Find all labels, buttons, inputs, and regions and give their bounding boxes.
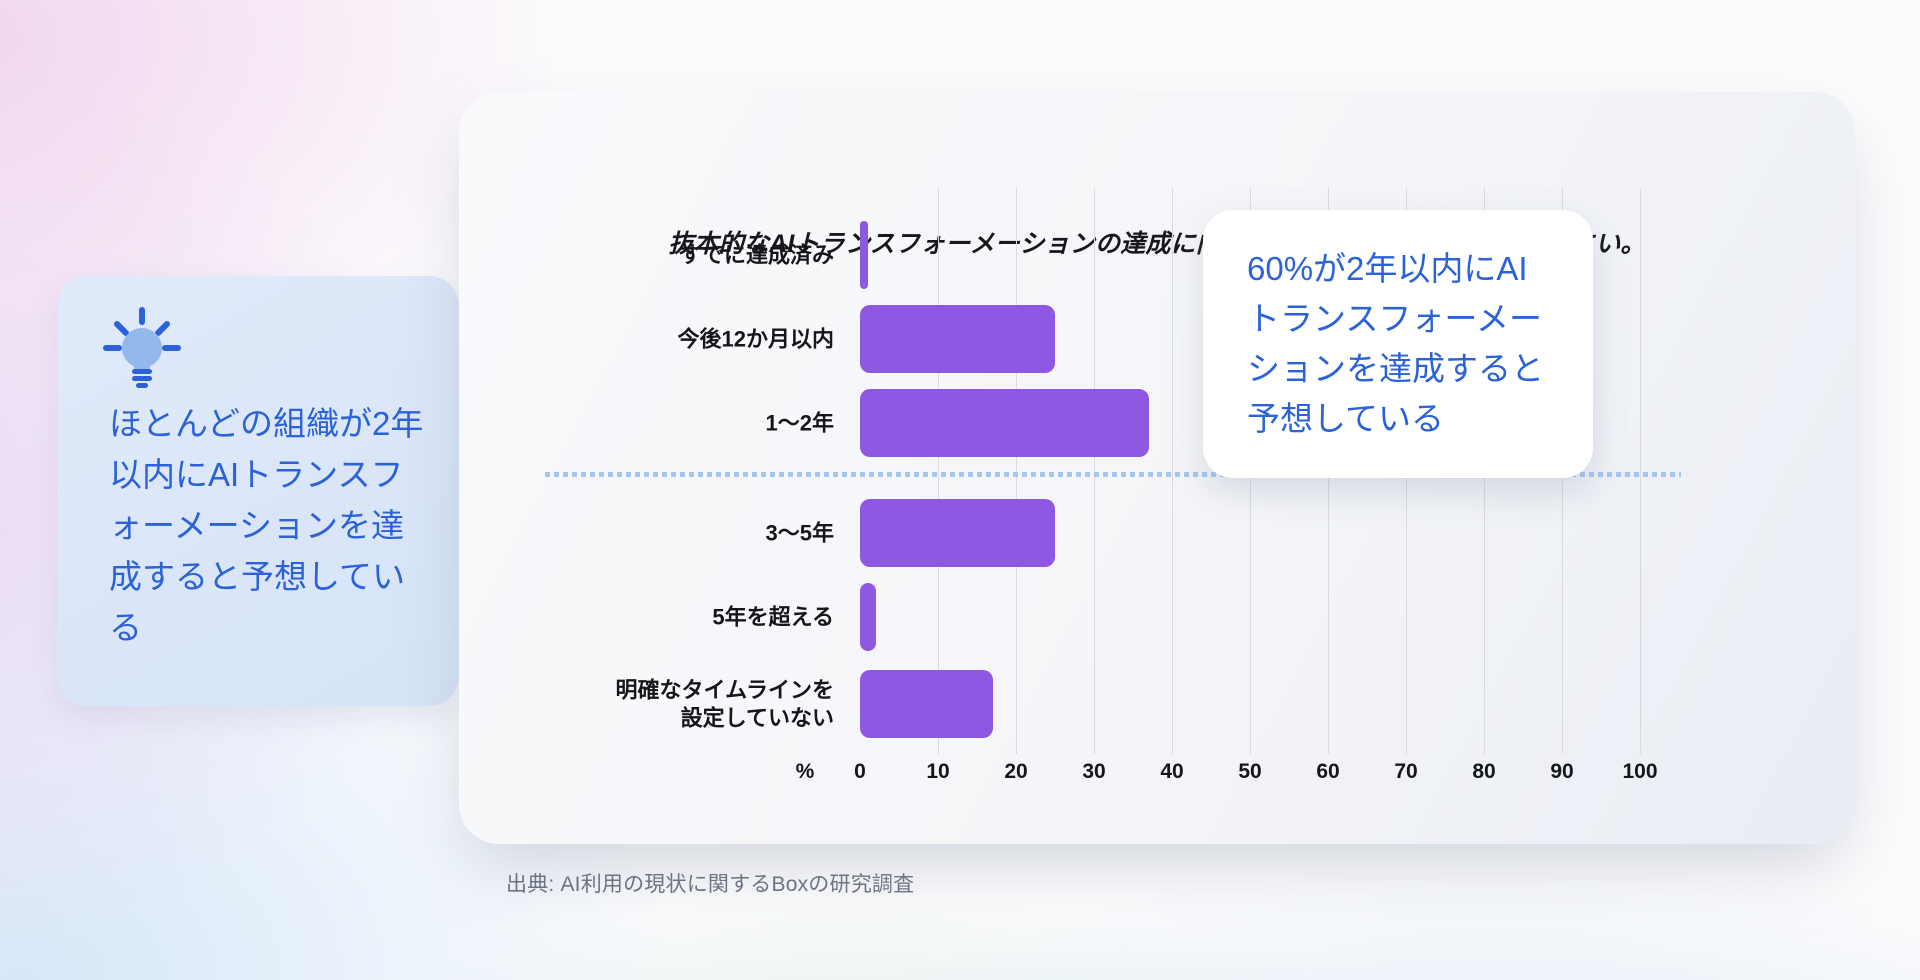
bar <box>860 499 1055 567</box>
category-label: すでに達成済み <box>679 242 834 268</box>
source-note: 出典: AI利用の現状に関するBoxの研究調査 <box>506 873 915 896</box>
chart-card: 抜本的なAIトランスフォーメーションの達成に向けたタイムラインを教えてください。… <box>459 92 1855 844</box>
x-axis-tick-label: 60 <box>1316 760 1340 783</box>
callout-text: 60%が2年以内にAIトランスフォーメーションを達成すると予想している <box>1247 250 1544 437</box>
x-axis-tick-label: 40 <box>1160 760 1184 783</box>
x-axis-tick-label: 20 <box>1004 760 1028 783</box>
x-axis-tick-label: 90 <box>1550 760 1574 783</box>
x-axis-tick-label: 80 <box>1472 760 1496 783</box>
bar <box>860 583 876 651</box>
category-label: 今後12か月以内 <box>677 326 834 352</box>
insight-text: ほとんどの組織が2年以内にAIトランスフォーメーションを達成すると予想している <box>109 405 424 646</box>
category-label: 1〜2年 <box>765 410 834 436</box>
x-axis-unit-label: % <box>795 760 815 783</box>
category-label: 明確なタイムラインを 設定していない <box>615 677 834 731</box>
bar <box>860 670 993 738</box>
x-axis-tick-label: 70 <box>1394 760 1418 783</box>
callout-bubble: 60%が2年以内にAIトランスフォーメーションを達成すると予想している <box>1203 210 1593 478</box>
x-axis-tick-label: 50 <box>1238 760 1262 783</box>
x-axis-tick-label: 10 <box>926 760 950 783</box>
chart-row: 今後12か月以内 <box>459 305 1855 373</box>
bar <box>860 221 868 289</box>
chart-row: 3〜5年 <box>459 499 1855 567</box>
bar-chart-plot: すでに達成済み 今後12か月以内 1〜2年 3〜5年 5年を超える 明確なタイム… <box>459 92 1855 844</box>
chart-row: 1〜2年 <box>459 389 1855 457</box>
x-axis-tick-label: 0 <box>854 760 866 783</box>
chart-row: すでに達成済み <box>459 221 1855 289</box>
bar <box>860 389 1149 457</box>
x-axis: % 0 10 20 30 40 50 60 70 80 90 100 <box>459 760 1855 794</box>
bar <box>860 305 1055 373</box>
chart-row: 5年を超える <box>459 583 1855 651</box>
dotted-divider-line <box>545 472 1681 477</box>
chart-row: 明確なタイムラインを 設定していない <box>459 670 1855 738</box>
insight-card: ほとんどの組織が2年以内にAIトランスフォーメーションを達成すると予想している <box>57 276 459 706</box>
x-axis-tick-label: 30 <box>1082 760 1106 783</box>
x-axis-tick-label: 100 <box>1622 760 1658 783</box>
lightbulb-icon <box>103 307 181 388</box>
category-label: 3〜5年 <box>765 520 834 546</box>
category-label: 5年を超える <box>712 604 834 630</box>
